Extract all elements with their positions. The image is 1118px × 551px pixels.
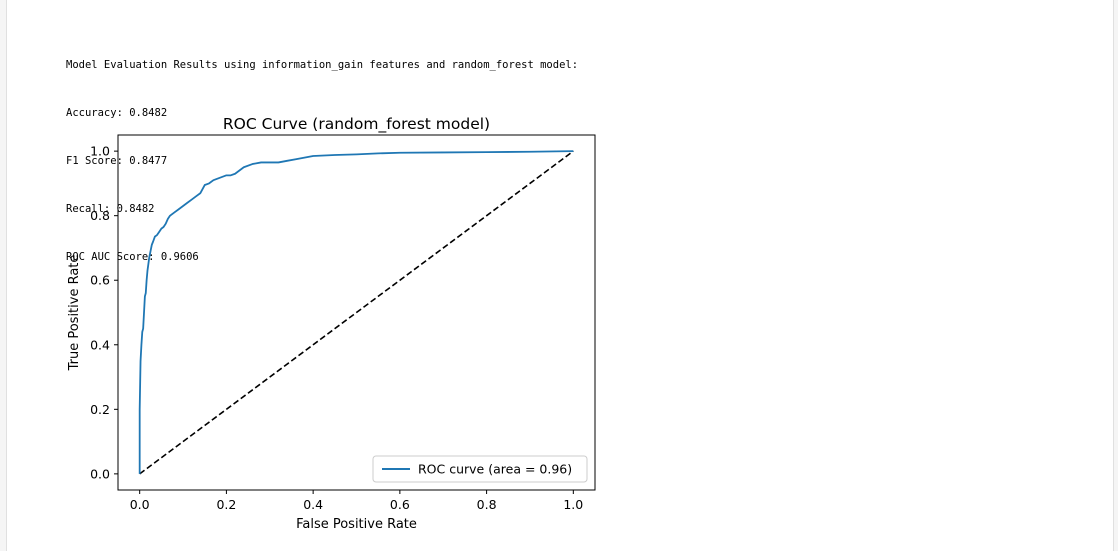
x-tick-label: 0.4 <box>303 497 323 512</box>
x-axis-label: False Positive Rate <box>296 517 417 532</box>
y-axis-label: True Positive Rate <box>67 255 82 372</box>
y-tick-label: 1.0 <box>90 144 110 159</box>
roc-curve-line <box>138 150 574 474</box>
recall-line: Recall: 0.8482 <box>66 203 155 215</box>
plot-area-frame <box>117 134 596 491</box>
legend-label: ROC curve (area = 0.96) <box>418 462 572 477</box>
x-tick-label: 0.8 <box>477 497 497 512</box>
y-tick-label: 0.0 <box>90 466 110 481</box>
x-tick-label: 0.0 <box>130 497 150 512</box>
legend-box <box>372 455 588 483</box>
roc-auc-line: ROC AUC Score: 0.9606 <box>66 251 199 263</box>
accuracy-line: Accuracy: 0.8482 <box>66 107 168 119</box>
results-heading: Model Evaluation Results using informati… <box>66 59 579 71</box>
legend: ROC curve (area = 0.96) <box>372 455 588 483</box>
x-tick-label: 1.0 <box>563 497 583 512</box>
y-tick-label: 0.8 <box>90 208 110 223</box>
y-tick-label: 0.4 <box>90 337 110 352</box>
x-tick-label: 0.2 <box>216 497 236 512</box>
x-tick-label: 0.6 <box>390 497 410 512</box>
chance-diagonal-line <box>139 150 574 475</box>
evaluation-results-text: Model Evaluation Results using informati… <box>66 25 578 281</box>
y-tick-label: 0.2 <box>90 402 110 417</box>
y-tick-label: 0.6 <box>90 273 110 288</box>
chart-title: ROC Curve (random_forest model) <box>223 115 490 134</box>
f1-score-line: F1 Score: 0.8477 <box>66 155 168 167</box>
